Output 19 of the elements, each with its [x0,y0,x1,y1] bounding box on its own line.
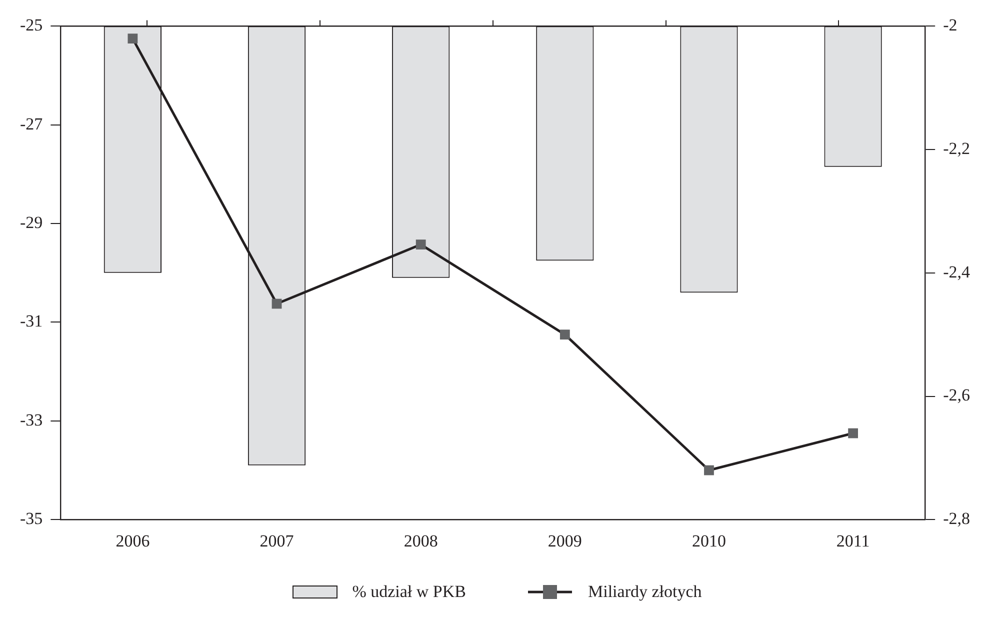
y-tick-label: -31 [20,312,43,331]
y-tick-label: -35 [20,509,43,528]
y2-tick-label: -2 [943,16,958,35]
y-tick-label: -29 [20,213,43,232]
x-tick-label: 2010 [692,531,726,550]
x-tick-label: 2011 [836,531,870,550]
x-tick-label: 2008 [404,531,438,550]
x-tick-label: 2009 [548,531,582,550]
y-tick-label: -33 [20,410,43,430]
y2-tick-label: -2,4 [943,262,970,282]
y-tick-label: -25 [20,16,43,35]
y2-tick-label: -2,2 [943,139,970,158]
y-tick-label: -27 [20,114,44,134]
x-tick-label: 2007 [260,531,294,550]
y2-tick-label: -2,8 [943,509,970,528]
y2-tick-label: -2,6 [943,386,970,405]
legend-label: Miliardy złotych [588,582,702,602]
x-tick-label: 2006 [116,531,150,550]
legend-label: % udział w PKB [352,582,466,602]
